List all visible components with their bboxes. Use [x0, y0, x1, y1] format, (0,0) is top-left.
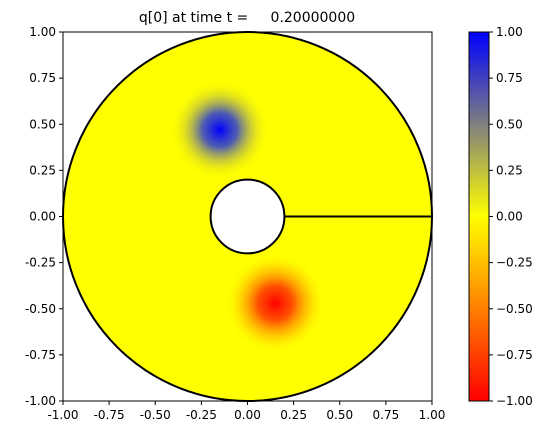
- inner-boundary: [209, 178, 286, 255]
- colorbar-tick-label: −0.25: [496, 256, 533, 270]
- x-tick-label: 0.75: [373, 408, 400, 422]
- colorbar-tick-label: −1.00: [496, 394, 533, 408]
- colorbar-tick-label: 0.75: [496, 71, 523, 85]
- positive-blob: [170, 79, 270, 180]
- x-tick-label: 0.50: [326, 408, 353, 422]
- negative-blob: [225, 253, 325, 354]
- y-tick-label: -1.00: [25, 394, 56, 408]
- x-axis-ticks: -1.00 -0.75 -0.50 -0.25 0.00 0.25 0.50 0.75 1.00: [47, 401, 445, 422]
- x-tick-label: -0.75: [94, 408, 125, 422]
- y-tick-label: 0.75: [29, 71, 56, 85]
- y-tick-label: 1.00: [29, 25, 56, 39]
- x-tick-label: 0.00: [234, 408, 261, 422]
- y-axis-ticks: -1.00 -0.75 -0.50 -0.25 0.00 0.25 0.50 0.75 1.00: [25, 25, 63, 408]
- colorbar: 1.00 0.75 0.50 0.25 0.00 −0.25 −0.50 −0.75 −1.00: [468, 25, 533, 408]
- y-tick-label: 0.00: [29, 210, 56, 224]
- annulus-domain: [63, 32, 433, 402]
- colorbar-tick-label: −0.50: [496, 302, 533, 316]
- x-tick-label: -1.00: [47, 408, 78, 422]
- x-tick-label: -0.25: [186, 408, 217, 422]
- colorbar-tick-label: 0.25: [496, 163, 523, 177]
- x-tick-label: -0.50: [140, 408, 171, 422]
- y-tick-label: -0.75: [25, 348, 56, 362]
- x-tick-label: 0.25: [280, 408, 307, 422]
- colorbar-tick-label: −0.75: [496, 348, 533, 362]
- colorbar-tick-label: 1.00: [496, 25, 523, 39]
- colorbar-tick-label: 0.00: [496, 210, 523, 224]
- colorbar-ticks: 1.00 0.75 0.50 0.25 0.00 −0.25 −0.50 −0.75 −1.00: [489, 25, 533, 408]
- blobs-layer: [170, 79, 325, 354]
- y-tick-label: -0.50: [25, 302, 56, 316]
- plot-area: -1.00 -0.75 -0.50 -0.25 0.00 0.25 0.50 0.75 1.00…: [25, 25, 445, 422]
- y-tick-label: 0.25: [29, 163, 56, 177]
- chart-title: q[0] at time t = 0.20000000: [139, 10, 355, 26]
- y-tick-label: -0.25: [25, 256, 56, 270]
- y-tick-label: 0.50: [29, 117, 56, 131]
- x-tick-label: 1.00: [419, 408, 446, 422]
- colorbar-gradient: [468, 31, 490, 402]
- colorbar-tick-label: 0.50: [496, 117, 523, 131]
